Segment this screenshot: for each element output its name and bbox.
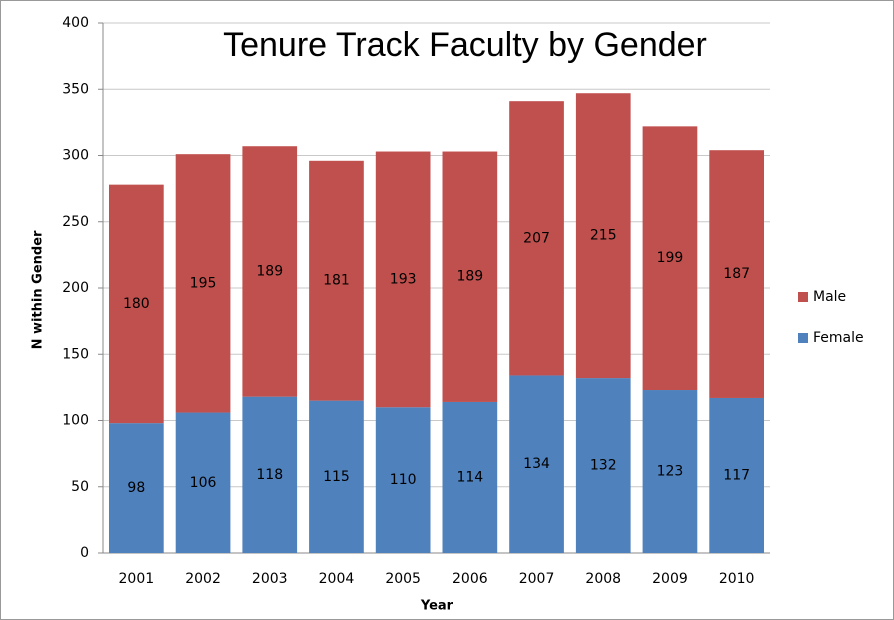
x-tick-label: 2010 (719, 571, 755, 587)
bar-segment (375, 407, 431, 553)
bar-segment (109, 423, 164, 553)
data-label: 134 (523, 456, 550, 472)
y-tick-label: 100 (62, 413, 89, 429)
bar-segment (109, 184, 164, 424)
bar-segment (509, 101, 564, 376)
data-label: 132 (590, 458, 617, 474)
x-tick-label: 2005 (385, 571, 421, 587)
x-tick-label: 2009 (652, 571, 688, 587)
bar-segment (442, 401, 498, 553)
y-tick-label: 300 (62, 148, 89, 164)
y-tick-label: 150 (62, 346, 89, 362)
y-tick-label: 250 (62, 214, 89, 230)
data-label: 115 (323, 469, 350, 485)
y-tick-label: 350 (62, 81, 89, 97)
data-label: 117 (723, 467, 750, 483)
y-axis-label: N within Gender (31, 230, 46, 349)
legend-label: Male (813, 289, 846, 305)
legend-swatch (798, 333, 808, 343)
x-tick-label: 2006 (452, 571, 488, 587)
data-label: 187 (723, 266, 750, 282)
bar-segment (575, 378, 631, 553)
data-label: 114 (456, 469, 483, 485)
bar-segment (709, 397, 764, 553)
x-tick-label: 2008 (585, 571, 621, 587)
x-tick-label: 2007 (519, 571, 555, 587)
bar-segment (309, 160, 364, 401)
data-label: 110 (390, 472, 417, 488)
bar-segment (309, 400, 364, 553)
bar-segment (242, 396, 298, 553)
legend-label: Female (813, 330, 864, 346)
bar-segment (642, 390, 698, 553)
data-label: 207 (523, 230, 550, 246)
data-label: 215 (590, 228, 617, 244)
data-label: 123 (657, 464, 684, 480)
bar-segment (575, 93, 631, 379)
bar-segment (509, 375, 564, 553)
bar-segment (175, 154, 231, 413)
data-label: 195 (190, 275, 217, 291)
data-label: 189 (256, 263, 283, 279)
x-tick-label: 2002 (185, 571, 221, 587)
data-label: 189 (456, 269, 483, 285)
bar-segment (375, 151, 431, 408)
data-label: 98 (127, 480, 145, 496)
data-label: 106 (190, 475, 217, 491)
bar-segment (642, 126, 698, 391)
data-label: 181 (323, 273, 350, 289)
y-tick-label: 200 (62, 280, 89, 296)
data-label: 199 (657, 250, 684, 266)
bar-segment (242, 146, 298, 397)
x-tick-label: 2004 (319, 571, 355, 587)
bar-segment (709, 150, 764, 398)
x-axis-label: Year (420, 599, 454, 614)
y-tick-label: 0 (80, 545, 89, 561)
chart-title: Tenure Track Faculty by Gender (223, 26, 707, 64)
legend-swatch (798, 292, 808, 302)
bar-segment (175, 412, 231, 553)
y-tick-label: 50 (71, 479, 89, 495)
data-label: 193 (390, 271, 417, 287)
data-label: 180 (123, 296, 150, 312)
x-tick-label: 2001 (119, 571, 155, 587)
data-label: 118 (256, 467, 283, 483)
y-tick-label: 400 (62, 15, 89, 31)
x-tick-label: 2003 (252, 571, 288, 587)
bar-segment (442, 151, 498, 402)
